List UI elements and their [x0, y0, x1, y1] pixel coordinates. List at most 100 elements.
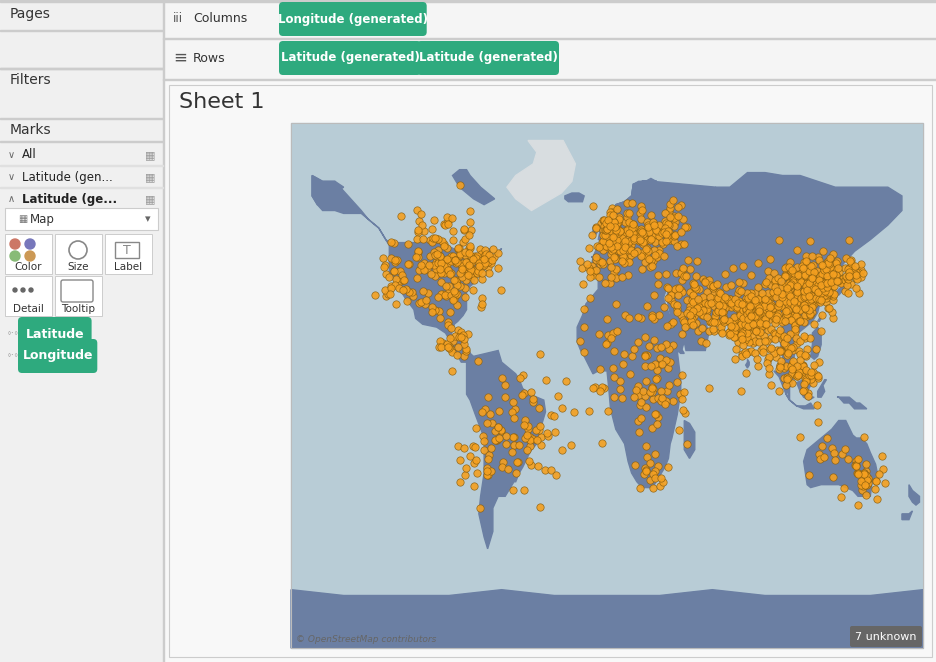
- Point: [755, 301, 770, 311]
- Point: [654, 393, 669, 403]
- Point: [597, 242, 612, 253]
- Point: [609, 218, 624, 229]
- Text: Pages: Pages: [10, 7, 51, 21]
- Point: [457, 292, 472, 303]
- Point: [681, 263, 696, 274]
- Point: [604, 203, 619, 213]
- Point: [805, 377, 820, 388]
- Point: [760, 273, 775, 283]
- Point: [818, 265, 833, 276]
- Point: [812, 279, 827, 290]
- Point: [790, 271, 805, 282]
- Point: [630, 231, 645, 242]
- Point: [603, 242, 618, 252]
- Point: [805, 360, 820, 371]
- Point: [711, 287, 726, 298]
- Point: [728, 331, 743, 342]
- Point: [533, 501, 548, 512]
- Point: [727, 303, 742, 313]
- Point: [600, 214, 615, 225]
- Point: [593, 257, 608, 267]
- Point: [740, 303, 755, 314]
- Point: [743, 346, 758, 356]
- Point: [684, 288, 699, 299]
- Polygon shape: [312, 175, 344, 205]
- Point: [498, 431, 513, 442]
- Point: [728, 344, 743, 354]
- Point: [607, 236, 622, 246]
- Text: ▦: ▦: [145, 150, 155, 160]
- Point: [483, 442, 498, 453]
- Point: [472, 502, 487, 513]
- Point: [746, 288, 761, 299]
- Bar: [291, 123, 922, 648]
- Point: [771, 344, 786, 355]
- Point: [812, 292, 827, 303]
- Point: [620, 225, 635, 236]
- Point: [695, 310, 709, 320]
- Point: [767, 267, 782, 278]
- Point: [740, 299, 755, 310]
- Point: [478, 470, 493, 481]
- Point: [756, 314, 771, 324]
- Point: [785, 344, 800, 355]
- Point: [441, 285, 456, 296]
- Point: [804, 273, 819, 284]
- Point: [436, 239, 451, 250]
- Point: [383, 253, 398, 263]
- Point: [638, 301, 653, 311]
- Point: [780, 306, 795, 316]
- Point: [797, 269, 812, 280]
- Point: [748, 318, 763, 328]
- Point: [626, 391, 641, 402]
- Point: [702, 291, 717, 302]
- Point: [711, 301, 726, 312]
- Point: [743, 317, 758, 328]
- Point: [588, 221, 603, 232]
- Point: [736, 300, 751, 310]
- Point: [515, 370, 530, 381]
- Point: [744, 310, 759, 320]
- Point: [676, 317, 691, 328]
- FancyBboxPatch shape: [849, 626, 921, 647]
- Point: [537, 375, 552, 385]
- Point: [404, 291, 419, 301]
- Point: [870, 469, 885, 479]
- Polygon shape: [649, 187, 663, 211]
- Point: [780, 287, 795, 297]
- Point: [752, 320, 767, 330]
- Point: [635, 263, 650, 274]
- Point: [598, 217, 613, 228]
- Point: [467, 454, 482, 465]
- Point: [547, 411, 562, 422]
- Point: [458, 346, 473, 356]
- Point: [803, 274, 818, 285]
- Point: [818, 275, 833, 285]
- Point: [622, 242, 636, 252]
- Point: [798, 285, 813, 296]
- Point: [771, 346, 786, 356]
- Point: [759, 265, 774, 276]
- Point: [772, 355, 787, 366]
- Point: [606, 244, 621, 254]
- Point: [472, 254, 487, 265]
- Point: [779, 283, 794, 293]
- Point: [432, 342, 447, 353]
- Point: [602, 220, 617, 231]
- Point: [842, 279, 857, 289]
- Point: [493, 285, 508, 295]
- Point: [734, 312, 749, 322]
- Point: [418, 264, 433, 275]
- Point: [848, 461, 863, 471]
- Point: [715, 314, 730, 325]
- Point: [776, 303, 791, 314]
- Point: [649, 220, 664, 231]
- Point: [722, 294, 737, 305]
- Point: [694, 323, 709, 334]
- Point: [417, 295, 432, 305]
- Point: [809, 400, 824, 410]
- Point: [593, 382, 608, 393]
- Point: [478, 466, 493, 477]
- Point: [762, 254, 777, 265]
- Point: [512, 373, 527, 383]
